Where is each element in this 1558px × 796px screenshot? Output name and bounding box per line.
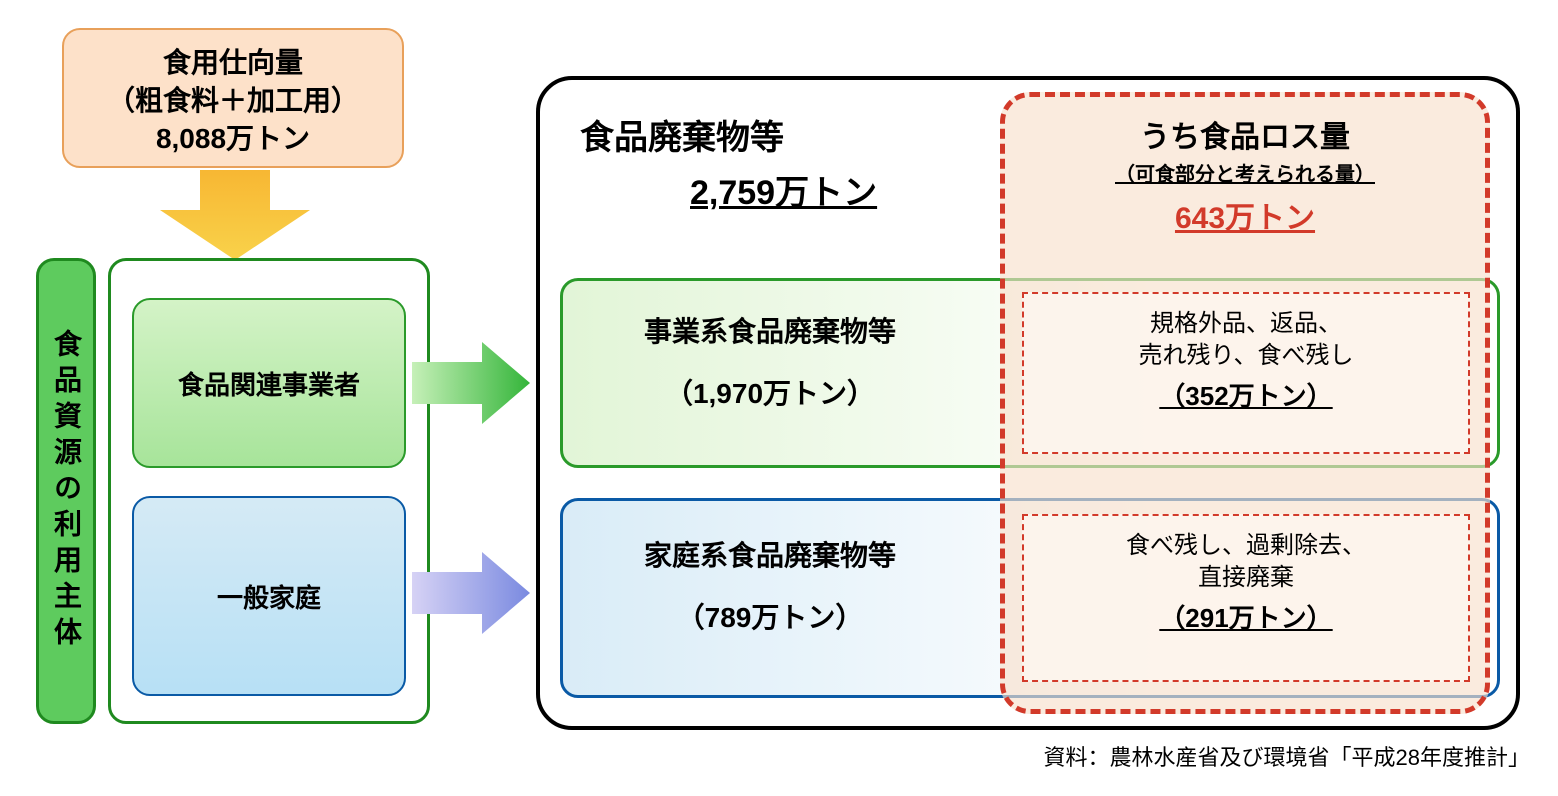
business-user-box: 食品関連事業者	[132, 298, 406, 468]
food-loss-subtitle: （可食部分と考えられる量）	[1020, 158, 1470, 187]
household-waste-amount: （789万トン）	[580, 596, 960, 636]
household-loss-line2: 直接廃棄	[1024, 562, 1468, 594]
household-user-box: 一般家庭	[132, 496, 406, 696]
business-waste-text: 事業系食品廃棄物等 （1,970万トン）	[580, 310, 960, 412]
household-user-label: 一般家庭	[217, 578, 321, 615]
business-loss-line2: 売れ残り、食べ残し	[1024, 340, 1468, 372]
food-loss-title: うち食品ロス量	[1020, 112, 1470, 156]
food-loss-header: うち食品ロス量 （可食部分と考えられる量） 643万トン	[1020, 112, 1470, 237]
waste-amount: 2,759万トン	[690, 165, 1000, 214]
household-loss-detail: 食べ残し、過剰除去、 直接廃棄 （291万トン）	[1022, 514, 1470, 682]
waste-title: 食品廃棄物等	[580, 110, 1000, 159]
left-vertical-text: 食品資源の利用主体	[46, 329, 86, 653]
left-vertical-label: 食品資源の利用主体	[36, 258, 96, 724]
business-loss-detail: 規格外品、返品、 売れ残り、食べ残し （352万トン）	[1022, 292, 1470, 454]
business-loss-amount: （352万トン）	[1024, 379, 1468, 414]
arrow-down-icon	[160, 165, 310, 265]
top-line1: 食用仕向量	[72, 44, 394, 82]
arrow-right-green-icon	[412, 340, 532, 426]
business-user-label: 食品関連事業者	[178, 365, 360, 402]
arrow-right-blue-icon	[412, 550, 532, 636]
food-loss-amount: 643万トン	[1020, 193, 1470, 237]
business-loss-line1: 規格外品、返品、	[1024, 308, 1468, 340]
source-note: 資料：農林水産省及び環境省「平成28年度推計」	[940, 740, 1530, 772]
waste-title-block: 食品廃棄物等 2,759万トン	[580, 110, 1000, 214]
household-waste-text: 家庭系食品廃棄物等 （789万トン）	[580, 534, 960, 636]
household-waste-label: 家庭系食品廃棄物等	[580, 534, 960, 574]
business-waste-label: 事業系食品廃棄物等	[580, 310, 960, 350]
top-line3: 8,088万トン	[72, 120, 394, 158]
top-food-supply-box: 食用仕向量 （粗食料＋加工用） 8,088万トン	[62, 28, 404, 168]
business-waste-amount: （1,970万トン）	[580, 372, 960, 412]
top-line2: （粗食料＋加工用）	[72, 82, 394, 120]
household-loss-line1: 食べ残し、過剰除去、	[1024, 530, 1468, 562]
household-loss-amount: （291万トン）	[1024, 601, 1468, 636]
